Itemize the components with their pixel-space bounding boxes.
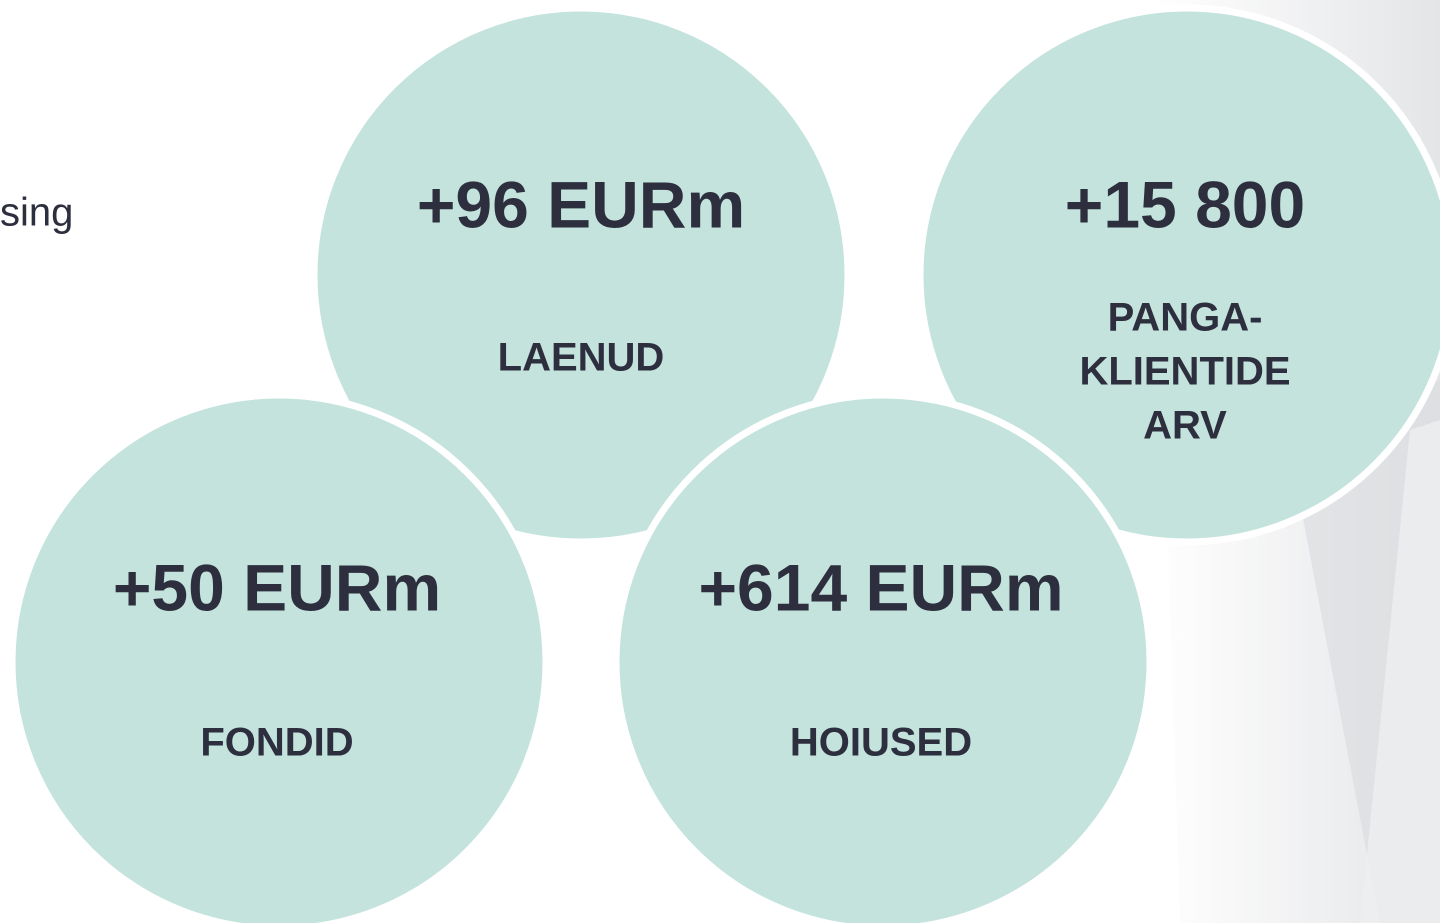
circle-label: LAENUD [498,336,665,380]
circle-shape [916,4,1440,546]
circle-label: HOIUSED [790,721,972,765]
circle: +15 800 PANGA- KLIENTIDE ARV [916,4,1440,546]
fragment-text: sing [0,191,73,235]
circle: +50 EURm FONDID [8,391,550,923]
circle-value: +96 EURm [417,167,745,241]
circle-shape [8,391,550,923]
background-facet [1360,420,1440,923]
circle-label: ARV [1143,404,1227,448]
circle-label: KLIENTIDE [1079,350,1290,394]
circle: +96 EURm LAENUD [310,4,852,546]
circle-label: FONDID [200,721,353,765]
circle-shape [612,391,1154,923]
circle-shape [310,4,852,546]
circle: +614 EURm HOIUSED [612,391,1154,923]
circle-value: +50 EURm [113,550,441,624]
circle-label: PANGA- [1108,296,1263,340]
circle-value: +614 EURm [698,550,1063,624]
circle-value: +15 800 [1065,167,1305,241]
